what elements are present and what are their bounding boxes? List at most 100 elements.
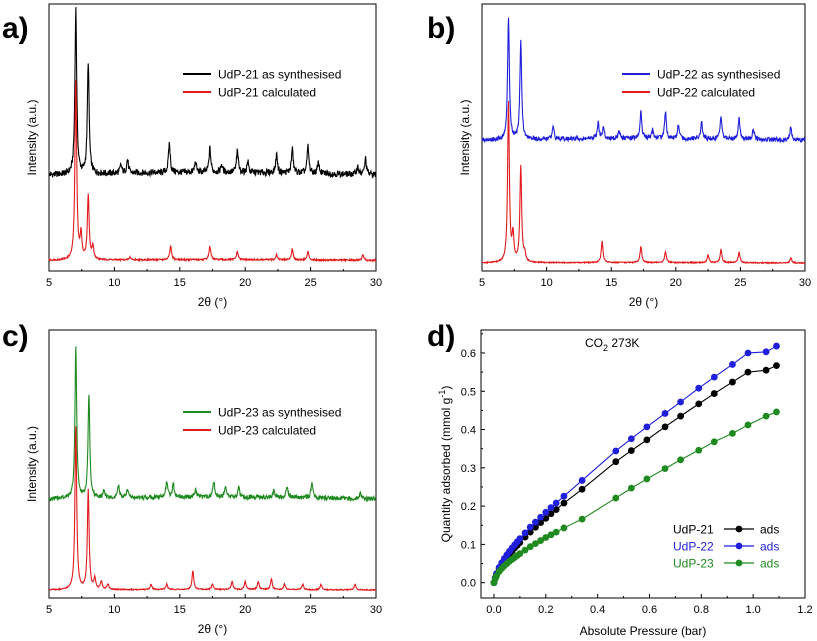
data-point xyxy=(773,408,780,416)
x-tick-label: 25 xyxy=(734,277,746,289)
data-point xyxy=(773,362,780,370)
x-tick-label: 30 xyxy=(370,604,382,616)
data-point xyxy=(542,514,550,522)
data-point xyxy=(695,384,703,392)
y-tick-label: 0.3 xyxy=(461,463,476,475)
y-tick-label: 0.2 xyxy=(461,501,476,513)
data-point xyxy=(677,456,684,464)
y-axis-label: Intensity (a.u.) xyxy=(458,99,472,175)
data-point xyxy=(516,550,524,557)
data-point xyxy=(537,519,545,526)
legend-marker xyxy=(735,559,743,567)
data-point xyxy=(677,412,684,420)
series-line xyxy=(493,365,777,583)
series-line xyxy=(48,79,377,264)
y-label-end: ) xyxy=(439,386,453,390)
panel-label: c) xyxy=(2,320,29,353)
legend-label: UdP-23 calculated xyxy=(218,424,316,438)
y-tick-label: 0.6 xyxy=(461,348,476,360)
legend-marker xyxy=(735,525,743,533)
data-point xyxy=(695,446,703,454)
y-tick-label: 0.5 xyxy=(461,386,476,398)
data-point xyxy=(627,484,635,492)
data-point xyxy=(729,378,736,386)
data-point xyxy=(537,513,545,521)
data-point xyxy=(695,400,703,408)
data-point xyxy=(578,477,586,484)
data-point xyxy=(661,465,669,472)
data-point xyxy=(744,421,752,429)
data-point xyxy=(532,523,539,531)
chart-title: CO2 273K xyxy=(585,336,639,353)
title-main: CO xyxy=(585,336,603,350)
legend-label: UdP-22 as synthesised xyxy=(657,68,780,82)
data-point xyxy=(542,508,550,516)
data-point xyxy=(710,390,718,397)
x-tick-label: 15 xyxy=(605,277,617,289)
legend-suffix: ads xyxy=(760,557,779,571)
x-tick-label: 5 xyxy=(46,277,52,289)
data-point xyxy=(643,475,651,483)
x-tick-label: 0.8 xyxy=(694,604,709,616)
x-tick-label: 0.6 xyxy=(642,604,657,616)
x-tick-label: 0.4 xyxy=(590,604,605,616)
y-tick-label: 0.1 xyxy=(461,539,476,551)
x-axis-label: 2θ (°) xyxy=(198,622,227,636)
data-point xyxy=(526,528,534,536)
legend-label: UdP-21 as synthesised xyxy=(218,68,341,82)
data-point xyxy=(532,518,539,526)
data-point xyxy=(729,429,736,437)
plot-frame xyxy=(48,329,377,599)
data-point xyxy=(552,506,560,513)
data-point xyxy=(762,412,770,420)
series-line xyxy=(48,7,377,179)
data-point xyxy=(762,348,770,356)
x-tick-label: 5 xyxy=(46,604,52,616)
legend-label: UdP-21 calculated xyxy=(218,86,316,100)
legend-suffix: ads xyxy=(760,540,779,554)
data-point xyxy=(552,499,560,507)
x-tick-label: 15 xyxy=(174,604,186,616)
legend-marker xyxy=(735,542,743,550)
x-axis-label: 2θ (°) xyxy=(198,295,227,309)
panel-1: 5 10 15 20 25 30 UdP-22 as synthesised UdP-22 c… xyxy=(427,3,811,309)
x-tick-label: 15 xyxy=(174,277,186,289)
legend-label: UdP-22 calculated xyxy=(657,86,755,100)
legend-label: UdP-22 xyxy=(673,540,714,554)
x-tick-label: 10 xyxy=(108,604,120,616)
x-tick-label: 25 xyxy=(304,604,316,616)
data-point xyxy=(710,373,718,381)
x-tick-label: 1.0 xyxy=(746,604,761,616)
series-line xyxy=(48,426,377,592)
y-tick-label: 0.4 xyxy=(461,425,476,437)
x-axis-label: Absolute Pressure (bar) xyxy=(580,624,707,638)
data-point xyxy=(744,349,752,357)
y-axis-label: Quantity adsorbed (mmol g-1) xyxy=(437,386,453,543)
x-tick-label: 30 xyxy=(799,277,811,289)
data-point xyxy=(547,531,555,539)
data-point xyxy=(643,436,651,444)
y-label-sup: -1 xyxy=(437,390,447,398)
series-line xyxy=(481,100,806,265)
data-point xyxy=(526,523,534,531)
data-point xyxy=(612,447,620,455)
x-axis-label: 2θ (°) xyxy=(629,295,658,309)
legend-label: UdP-23 xyxy=(673,557,714,571)
y-tick-label: 0.0 xyxy=(461,578,476,590)
x-tick-label: 20 xyxy=(670,277,682,289)
panel-0: 5 10 15 20 25 30 UdP-21 as synthesised UdP-21 c… xyxy=(2,3,382,309)
panel-label: a) xyxy=(2,12,29,45)
title-rest: 273K xyxy=(608,336,639,350)
data-point xyxy=(744,368,752,376)
panel-3: 0.0 0.2 0.4 0.6 0.8 1.0 1.2 0.0 0.1 0.2 0.3 0.4 0.5 0… xyxy=(427,320,813,638)
data-point xyxy=(762,366,770,374)
data-point xyxy=(521,546,529,554)
series-line xyxy=(493,411,777,583)
data-point xyxy=(547,504,555,512)
x-tick-label: 20 xyxy=(239,604,251,616)
x-tick-label: 10 xyxy=(540,277,552,289)
data-point xyxy=(612,494,620,502)
legend-label: UdP-23 as synthesised xyxy=(218,406,341,420)
data-point xyxy=(643,423,651,431)
